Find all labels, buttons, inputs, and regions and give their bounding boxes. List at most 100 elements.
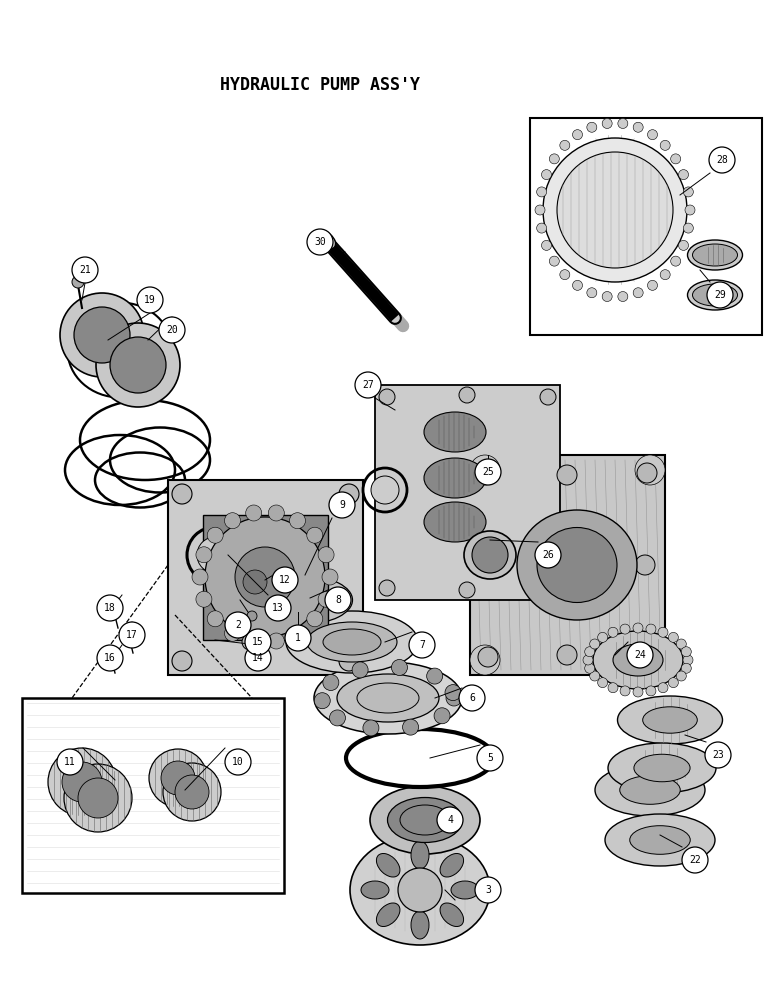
Circle shape [560,140,570,150]
Circle shape [459,582,475,598]
Circle shape [379,389,395,405]
Circle shape [459,685,485,711]
Circle shape [459,387,475,403]
Circle shape [535,205,545,215]
Text: 28: 28 [716,155,728,165]
Circle shape [245,505,262,521]
Circle shape [660,140,670,150]
Circle shape [557,645,577,665]
Circle shape [235,547,295,607]
Ellipse shape [634,754,690,782]
Circle shape [587,288,597,298]
Circle shape [683,187,693,197]
Circle shape [225,749,251,775]
Circle shape [590,671,600,681]
Circle shape [290,625,306,641]
Circle shape [635,645,665,675]
Circle shape [584,647,594,657]
Text: 26: 26 [542,550,554,560]
Ellipse shape [163,763,221,821]
Ellipse shape [618,696,723,744]
Circle shape [557,465,577,485]
Circle shape [540,580,556,596]
Ellipse shape [620,776,680,804]
Circle shape [669,632,679,642]
Circle shape [339,484,359,504]
Circle shape [446,690,462,706]
Text: 23: 23 [712,750,724,760]
Circle shape [97,595,123,621]
Circle shape [633,288,643,298]
Ellipse shape [630,826,690,854]
Ellipse shape [64,764,132,832]
Circle shape [587,122,597,132]
Circle shape [228,615,248,635]
Ellipse shape [286,611,418,673]
Circle shape [598,632,608,642]
Circle shape [540,389,556,405]
Circle shape [307,229,333,255]
Bar [470,455,665,675]
Text: 25: 25 [482,467,494,477]
Circle shape [78,778,118,818]
Circle shape [550,154,560,164]
Text: HYDRAULIC PUMP ASS'Y: HYDRAULIC PUMP ASS'Y [220,76,421,94]
Ellipse shape [323,629,381,655]
Circle shape [683,655,693,665]
Circle shape [323,674,339,690]
Ellipse shape [388,798,462,842]
Ellipse shape [361,881,389,899]
Text: 17: 17 [126,630,138,640]
Ellipse shape [424,502,486,542]
Circle shape [106,649,118,661]
Circle shape [62,762,102,802]
Circle shape [427,668,442,684]
Text: 18: 18 [104,603,116,613]
Ellipse shape [377,853,400,877]
Circle shape [57,749,83,775]
Text: 1: 1 [295,633,301,643]
Circle shape [285,580,325,620]
Circle shape [72,276,84,288]
Text: 11: 11 [64,757,76,767]
Circle shape [477,745,503,771]
Circle shape [60,293,144,377]
Circle shape [175,775,209,809]
Circle shape [633,623,643,633]
Circle shape [679,170,689,180]
Circle shape [470,645,500,675]
Text: 16: 16 [104,653,116,663]
Circle shape [618,118,628,128]
Text: 21: 21 [79,265,91,275]
Circle shape [658,683,668,693]
Circle shape [637,463,657,483]
Circle shape [110,337,166,393]
Circle shape [620,686,630,696]
Ellipse shape [595,764,705,816]
Circle shape [409,632,435,658]
Ellipse shape [688,280,743,310]
Ellipse shape [411,841,429,869]
Circle shape [243,570,267,594]
Circle shape [371,476,399,504]
Circle shape [537,223,547,233]
Text: 30: 30 [314,237,326,247]
Circle shape [635,555,655,575]
Circle shape [314,693,330,709]
Circle shape [207,611,223,627]
Circle shape [445,685,461,701]
Circle shape [247,611,257,621]
Circle shape [472,537,508,573]
Circle shape [676,671,686,681]
Circle shape [633,122,643,132]
Ellipse shape [440,853,464,877]
Circle shape [478,647,498,667]
Circle shape [573,130,583,140]
Circle shape [161,761,195,795]
Circle shape [196,591,212,607]
Circle shape [318,547,334,563]
Circle shape [537,187,547,197]
Circle shape [583,655,593,665]
Circle shape [286,626,310,650]
Circle shape [682,663,691,673]
